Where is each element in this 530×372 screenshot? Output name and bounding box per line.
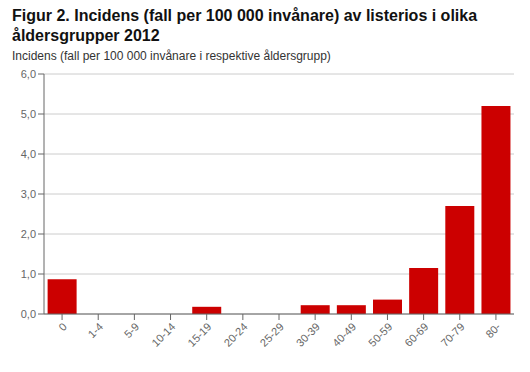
svg-text:4,0: 4,0 <box>21 148 36 160</box>
svg-text:60-69: 60-69 <box>402 320 430 348</box>
svg-text:0: 0 <box>56 320 69 333</box>
svg-text:30-39: 30-39 <box>294 320 322 348</box>
svg-text:5,0: 5,0 <box>21 108 36 120</box>
svg-text:50-59: 50-59 <box>366 320 394 348</box>
svg-text:5-9: 5-9 <box>122 320 142 340</box>
svg-text:40-49: 40-49 <box>330 320 358 348</box>
svg-text:2,0: 2,0 <box>21 228 36 240</box>
svg-text:70-79: 70-79 <box>438 320 466 348</box>
html-text:Incidens (fall per 100 000 inv: Incidens (fall per 100 000 invånare i re… <box>12 49 331 63</box>
svg-text:80-: 80- <box>483 320 503 340</box>
svg-text:1-4: 1-4 <box>85 320 105 340</box>
svg-text:15-19: 15-19 <box>185 320 213 348</box>
svg-text:1,0: 1,0 <box>21 268 36 280</box>
svg-text:3,0: 3,0 <box>21 188 36 200</box>
svg-text:25-29: 25-29 <box>258 320 286 348</box>
svg-text:6,0: 6,0 <box>21 68 36 80</box>
svg-text:20-24: 20-24 <box>221 320 249 348</box>
svg-text:10-14: 10-14 <box>149 320 177 348</box>
svg-text:0,0: 0,0 <box>21 308 36 320</box>
html-text:Figur 2. Incidens (fall per 10: Figur 2. Incidens (fall per 100 000 invå… <box>12 7 478 44</box>
